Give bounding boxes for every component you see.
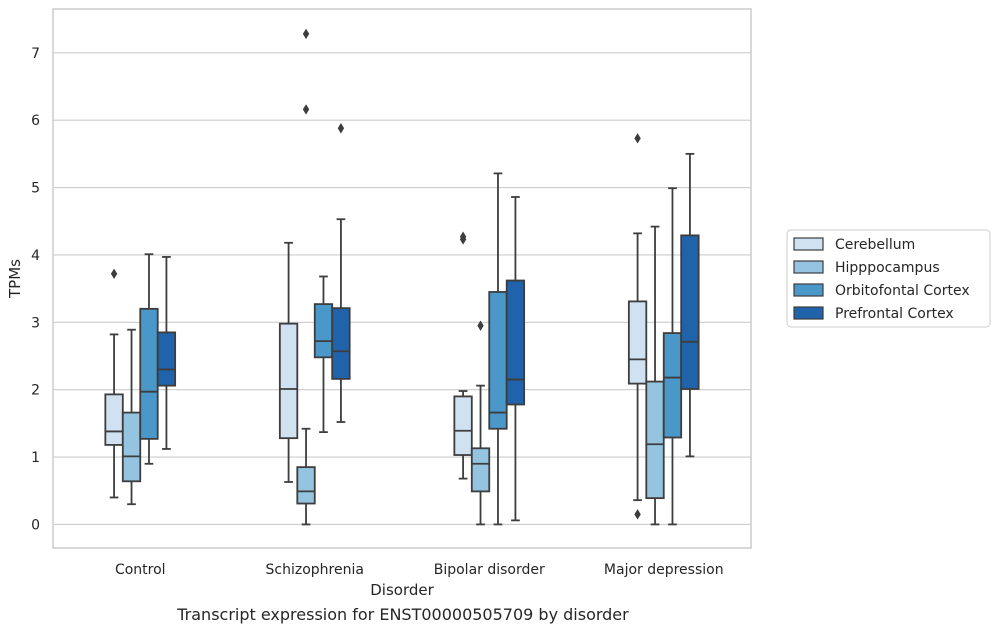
legend-swatch <box>793 283 824 297</box>
legend-item: Hipppocampus <box>793 260 940 276</box>
y-tick-label: 3 <box>31 315 40 331</box>
box-0-0 <box>104 268 124 499</box>
legend-label: Prefrontal Cortex <box>835 306 954 322</box>
y-axis: 0 1 2 3 4 5 6 7 <box>31 46 40 534</box>
outlier-point <box>110 268 118 279</box>
legend-item: Orbitofontal Cortex <box>793 283 970 299</box>
chart-caption: Transcript expression for ENST0000050570… <box>177 605 629 624</box>
legend-label: Hipppocampus <box>835 260 940 276</box>
y-tick-label: 1 <box>31 450 40 466</box>
box-iqr <box>645 380 665 500</box>
box-2-2 <box>488 172 508 526</box>
legend-swatch <box>793 237 824 251</box>
box-iqr <box>278 322 299 440</box>
box-iqr <box>453 395 473 456</box>
legend-swatch <box>793 306 824 320</box>
legend-frame <box>786 229 991 328</box>
box-1-3 <box>331 123 351 423</box>
legend-label: Cerebellum <box>835 237 915 253</box>
box-1-1 <box>296 28 316 526</box>
box-3-0 <box>627 133 648 520</box>
box-iqr <box>680 234 700 390</box>
outlier-point <box>634 509 641 520</box>
x-tick-label: Schizophrenia <box>266 562 364 578</box>
grid-lines <box>53 52 751 526</box>
box-iqr <box>139 307 159 440</box>
box-0-3 <box>156 256 177 450</box>
legend: Cerebellum Hipppocampus Orbitofontal Corte… <box>786 229 991 328</box>
box-iqr <box>331 307 351 380</box>
box-iqr <box>627 300 648 385</box>
box-2-0 <box>453 231 473 480</box>
y-tick-label: 6 <box>31 113 40 129</box>
y-tick-label: 4 <box>31 248 40 264</box>
box-iqr <box>156 331 177 387</box>
box-iqr <box>313 303 334 359</box>
y-tick-label: 0 <box>31 517 40 533</box>
legend-item: Prefrontal Cortex <box>793 306 954 322</box>
legend-swatch <box>793 260 824 274</box>
box-0-1 <box>121 328 142 506</box>
box-0-2 <box>139 253 159 465</box>
box-2-1 <box>470 320 491 526</box>
plot-area <box>104 28 700 526</box>
x-tick-label: Control <box>115 562 166 578</box>
outlier-point <box>337 123 345 134</box>
x-axis: Control Schizophrenia Bipolar disorder Majo… <box>115 562 724 578</box>
outlier-point <box>634 133 641 144</box>
box-iqr <box>488 291 508 430</box>
y-tick-label: 7 <box>31 46 40 62</box>
outlier-point <box>302 28 310 40</box>
box-1-2 <box>313 275 334 434</box>
box-iqr <box>296 466 316 505</box>
outlier-point <box>477 320 484 331</box>
plot-frame <box>52 8 752 549</box>
x-tick-label: Major depression <box>604 562 724 578</box>
box-2-3 <box>505 196 526 522</box>
box-3-3 <box>680 152 700 458</box>
box-3-2 <box>662 187 683 526</box>
box-iqr <box>662 332 683 439</box>
box-iqr <box>121 411 142 483</box>
box-3-1 <box>645 225 665 526</box>
box-1-0 <box>278 241 299 483</box>
box-iqr <box>505 279 526 406</box>
legend-label: Orbitofontal Cortex <box>835 283 970 299</box>
y-tick-label: 2 <box>31 383 40 399</box>
x-tick-label: Bipolar disorder <box>434 562 545 578</box>
x-axis-label: Disorder <box>370 581 434 599</box>
outlier-point <box>459 231 467 242</box>
y-axis-label: TPMs <box>6 259 24 299</box>
y-tick-label: 5 <box>31 181 40 197</box>
box-iqr <box>104 393 124 446</box>
box-iqr <box>470 447 491 493</box>
outlier-point <box>302 104 310 115</box>
legend-item: Cerebellum <box>793 237 915 253</box>
